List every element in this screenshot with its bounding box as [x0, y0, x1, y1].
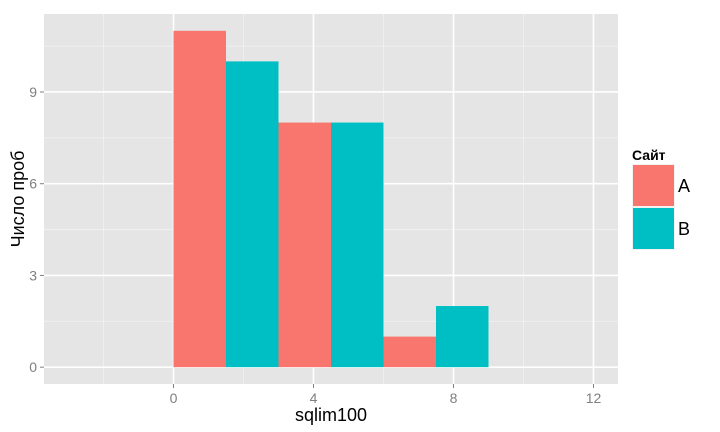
- legend-key-b: [633, 208, 674, 249]
- legend-label-b: B: [678, 219, 690, 239]
- bar-b-3: [436, 306, 489, 368]
- bar-a-3: [383, 336, 436, 368]
- x-tick-label: 8: [450, 390, 458, 406]
- x-tick-label: 12: [586, 390, 602, 406]
- bar-b-1: [226, 61, 279, 368]
- y-tick-label: 9: [29, 84, 37, 100]
- bar-a-2: [278, 122, 331, 368]
- y-axis: 0 3 6 9: [29, 84, 44, 375]
- y-tick-label: 6: [29, 176, 37, 192]
- x-tick-label: 0: [170, 390, 178, 406]
- y-tick-label: 3: [29, 267, 37, 283]
- legend: Сайт A B: [632, 147, 690, 250]
- y-axis-title: Число проб: [8, 151, 28, 248]
- x-axis: 0 4 8 12: [170, 384, 602, 406]
- legend-label-a: A: [678, 176, 690, 196]
- legend-key-a: [633, 165, 674, 206]
- x-axis-title: sqlim100: [295, 405, 367, 425]
- bar-a-1: [173, 30, 226, 368]
- x-tick-label: 4: [310, 390, 318, 406]
- bars: [173, 30, 489, 368]
- y-tick-label: 0: [29, 359, 37, 375]
- legend-title: Сайт: [632, 147, 666, 163]
- bar-b-2: [331, 122, 384, 368]
